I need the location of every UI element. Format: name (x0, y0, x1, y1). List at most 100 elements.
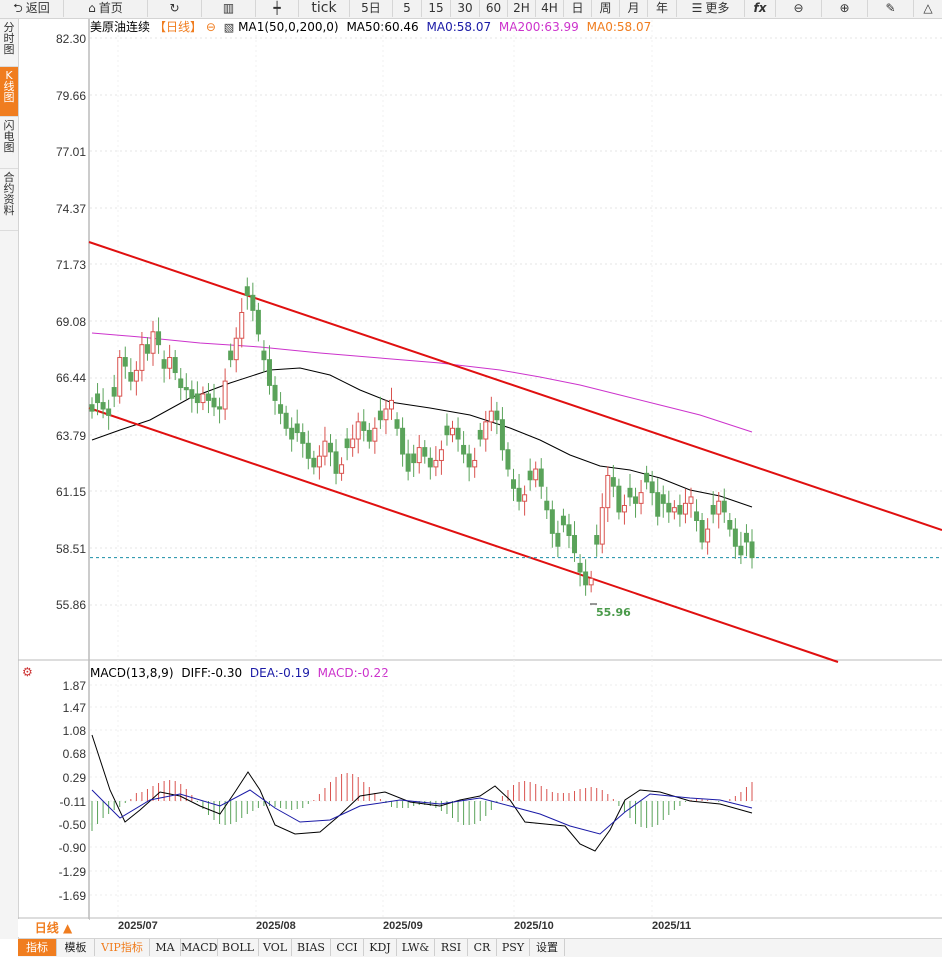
tab-contract-info[interactable]: 合约资料 (0, 169, 18, 231)
candle-body (644, 472, 650, 483)
macd-label: MACD(13,8,9) (90, 666, 174, 680)
price-tick-label: 55.86 (55, 598, 86, 612)
candle-body (122, 357, 128, 367)
candle-body (638, 492, 644, 504)
macd-diff: DIFF:-0.30 (181, 666, 243, 680)
indicator-icon[interactable]: ▧ (223, 21, 235, 34)
macd-tick-label: 1.87 (62, 679, 86, 693)
indicator-tab[interactable]: PSY (497, 939, 530, 956)
indicator-tab[interactable]: 指标 (18, 939, 57, 956)
indicator-tab[interactable]: KDJ (364, 939, 397, 956)
indicator-tab[interactable]: VIP指标 (95, 939, 150, 956)
period-30-button[interactable]: 30 (451, 0, 480, 17)
candle-body (278, 404, 284, 414)
tick-button[interactable]: tick (299, 0, 350, 17)
candle-body (128, 372, 134, 382)
candle-body (655, 492, 661, 517)
more-button[interactable]: ☰ 更多 (677, 0, 745, 17)
candle-body (289, 427, 295, 440)
collapse-legend-icon[interactable]: ⊖ (205, 20, 216, 34)
period-60-button[interactable]: 60 (480, 0, 508, 17)
candle-body (461, 444, 467, 455)
indicator-tab[interactable]: 设置 (530, 939, 565, 956)
macd-dea: DEA:-0.19 (249, 666, 310, 680)
candle-body (710, 504, 716, 515)
candle-body (95, 393, 101, 404)
indicator-tab[interactable]: MA (150, 939, 181, 956)
indicator-tab[interactable]: MACD (181, 939, 218, 956)
candle-body (244, 286, 250, 296)
candle-body (416, 447, 422, 464)
indicator-tab[interactable]: CCI (331, 939, 364, 956)
home-button[interactable]: ⌂ 首页 (64, 0, 148, 17)
pencil-icon: ✎ (885, 1, 896, 15)
period-selector[interactable]: 日线 ▲ (18, 919, 89, 937)
ma-label: MA1(50,0,200,0) (238, 20, 339, 34)
tab-flash[interactable]: 闪电图 (0, 117, 18, 169)
candle-body (350, 438, 356, 449)
period-2h-button[interactable]: 2H (508, 0, 536, 17)
settings-gear-icon[interactable]: ⚙ (22, 665, 33, 679)
candle-body (477, 429, 483, 440)
candle-body (400, 427, 406, 455)
indicator-tab[interactable]: BOLL (218, 939, 259, 956)
period-15-button[interactable]: 15 (422, 0, 451, 17)
draw-button[interactable]: ✎ (868, 0, 914, 17)
ma200-value: MA200:63.99 (498, 20, 579, 34)
zoom-in-button[interactable]: ⊕ (822, 0, 868, 17)
candle-body (405, 453, 411, 472)
period-year-button[interactable]: 年 (648, 0, 677, 17)
price-legend: 美原油连续【日线】 ⊖ ▧MA1(50,0,200,0) MA50:60.46 … (90, 19, 655, 36)
zoom-out-button[interactable]: ⊖ (776, 0, 822, 17)
candle-body (516, 487, 522, 502)
candle-body (383, 408, 389, 421)
macd-dea-line (91, 789, 753, 835)
candle-body (544, 500, 550, 511)
period-month-button[interactable]: 月 (620, 0, 648, 17)
candle-body (455, 427, 461, 440)
price-tick-label: 74.37 (55, 202, 86, 216)
candle-body (682, 502, 688, 515)
period-5-button[interactable]: 5 (393, 0, 422, 17)
candle-body (738, 545, 744, 556)
menu-icon: ☰ (691, 1, 703, 15)
candle-body (217, 406, 223, 410)
candle-type-button[interactable]: ┿ (256, 0, 299, 17)
candle-body (139, 344, 145, 371)
chart-type-button[interactable]: ▥ (202, 0, 256, 17)
macd-tick-label: -0.50 (58, 818, 86, 832)
candle-body (344, 438, 350, 449)
candle-body (511, 479, 517, 489)
period-week-button[interactable]: 周 (592, 0, 620, 17)
left-sidebar: 分时图 K线图 闪电图 合约资料 (0, 19, 19, 939)
indicator-tab[interactable]: LW& (397, 939, 435, 956)
candle-body (205, 393, 211, 401)
candle-body (100, 402, 106, 410)
collapse-button[interactable]: △ (914, 0, 942, 17)
ma0b-value: MA0:58.07 (586, 20, 652, 34)
indicator-tab[interactable]: BIAS (292, 939, 331, 956)
5day-button[interactable]: 5日 (350, 0, 393, 17)
candle-body (272, 384, 278, 401)
indicator-tab[interactable]: 模板 (57, 939, 95, 956)
indicator-tab[interactable]: RSI (435, 939, 468, 956)
indicator-tab[interactable]: VOL (259, 939, 292, 956)
candle-body (649, 481, 655, 494)
candle-body (549, 509, 555, 534)
candle-body (522, 494, 528, 502)
candle-body (222, 380, 228, 410)
candle-body (300, 432, 306, 444)
tab-timeshare[interactable]: 分时图 (0, 19, 18, 67)
candle-body (283, 412, 289, 429)
candle-body (749, 541, 755, 559)
candle-body (483, 421, 489, 440)
formula-button[interactable]: fx (745, 0, 776, 17)
back-button[interactable]: ⮌ 返回 (0, 0, 64, 17)
period-4h-button[interactable]: 4H (536, 0, 564, 17)
indicator-tab[interactable]: CR (468, 939, 497, 956)
tab-kline[interactable]: K线图 (0, 67, 18, 117)
candle-body (450, 427, 456, 436)
period-day-button[interactable]: 日 (564, 0, 592, 17)
refresh-button[interactable]: ↻ (148, 0, 202, 17)
